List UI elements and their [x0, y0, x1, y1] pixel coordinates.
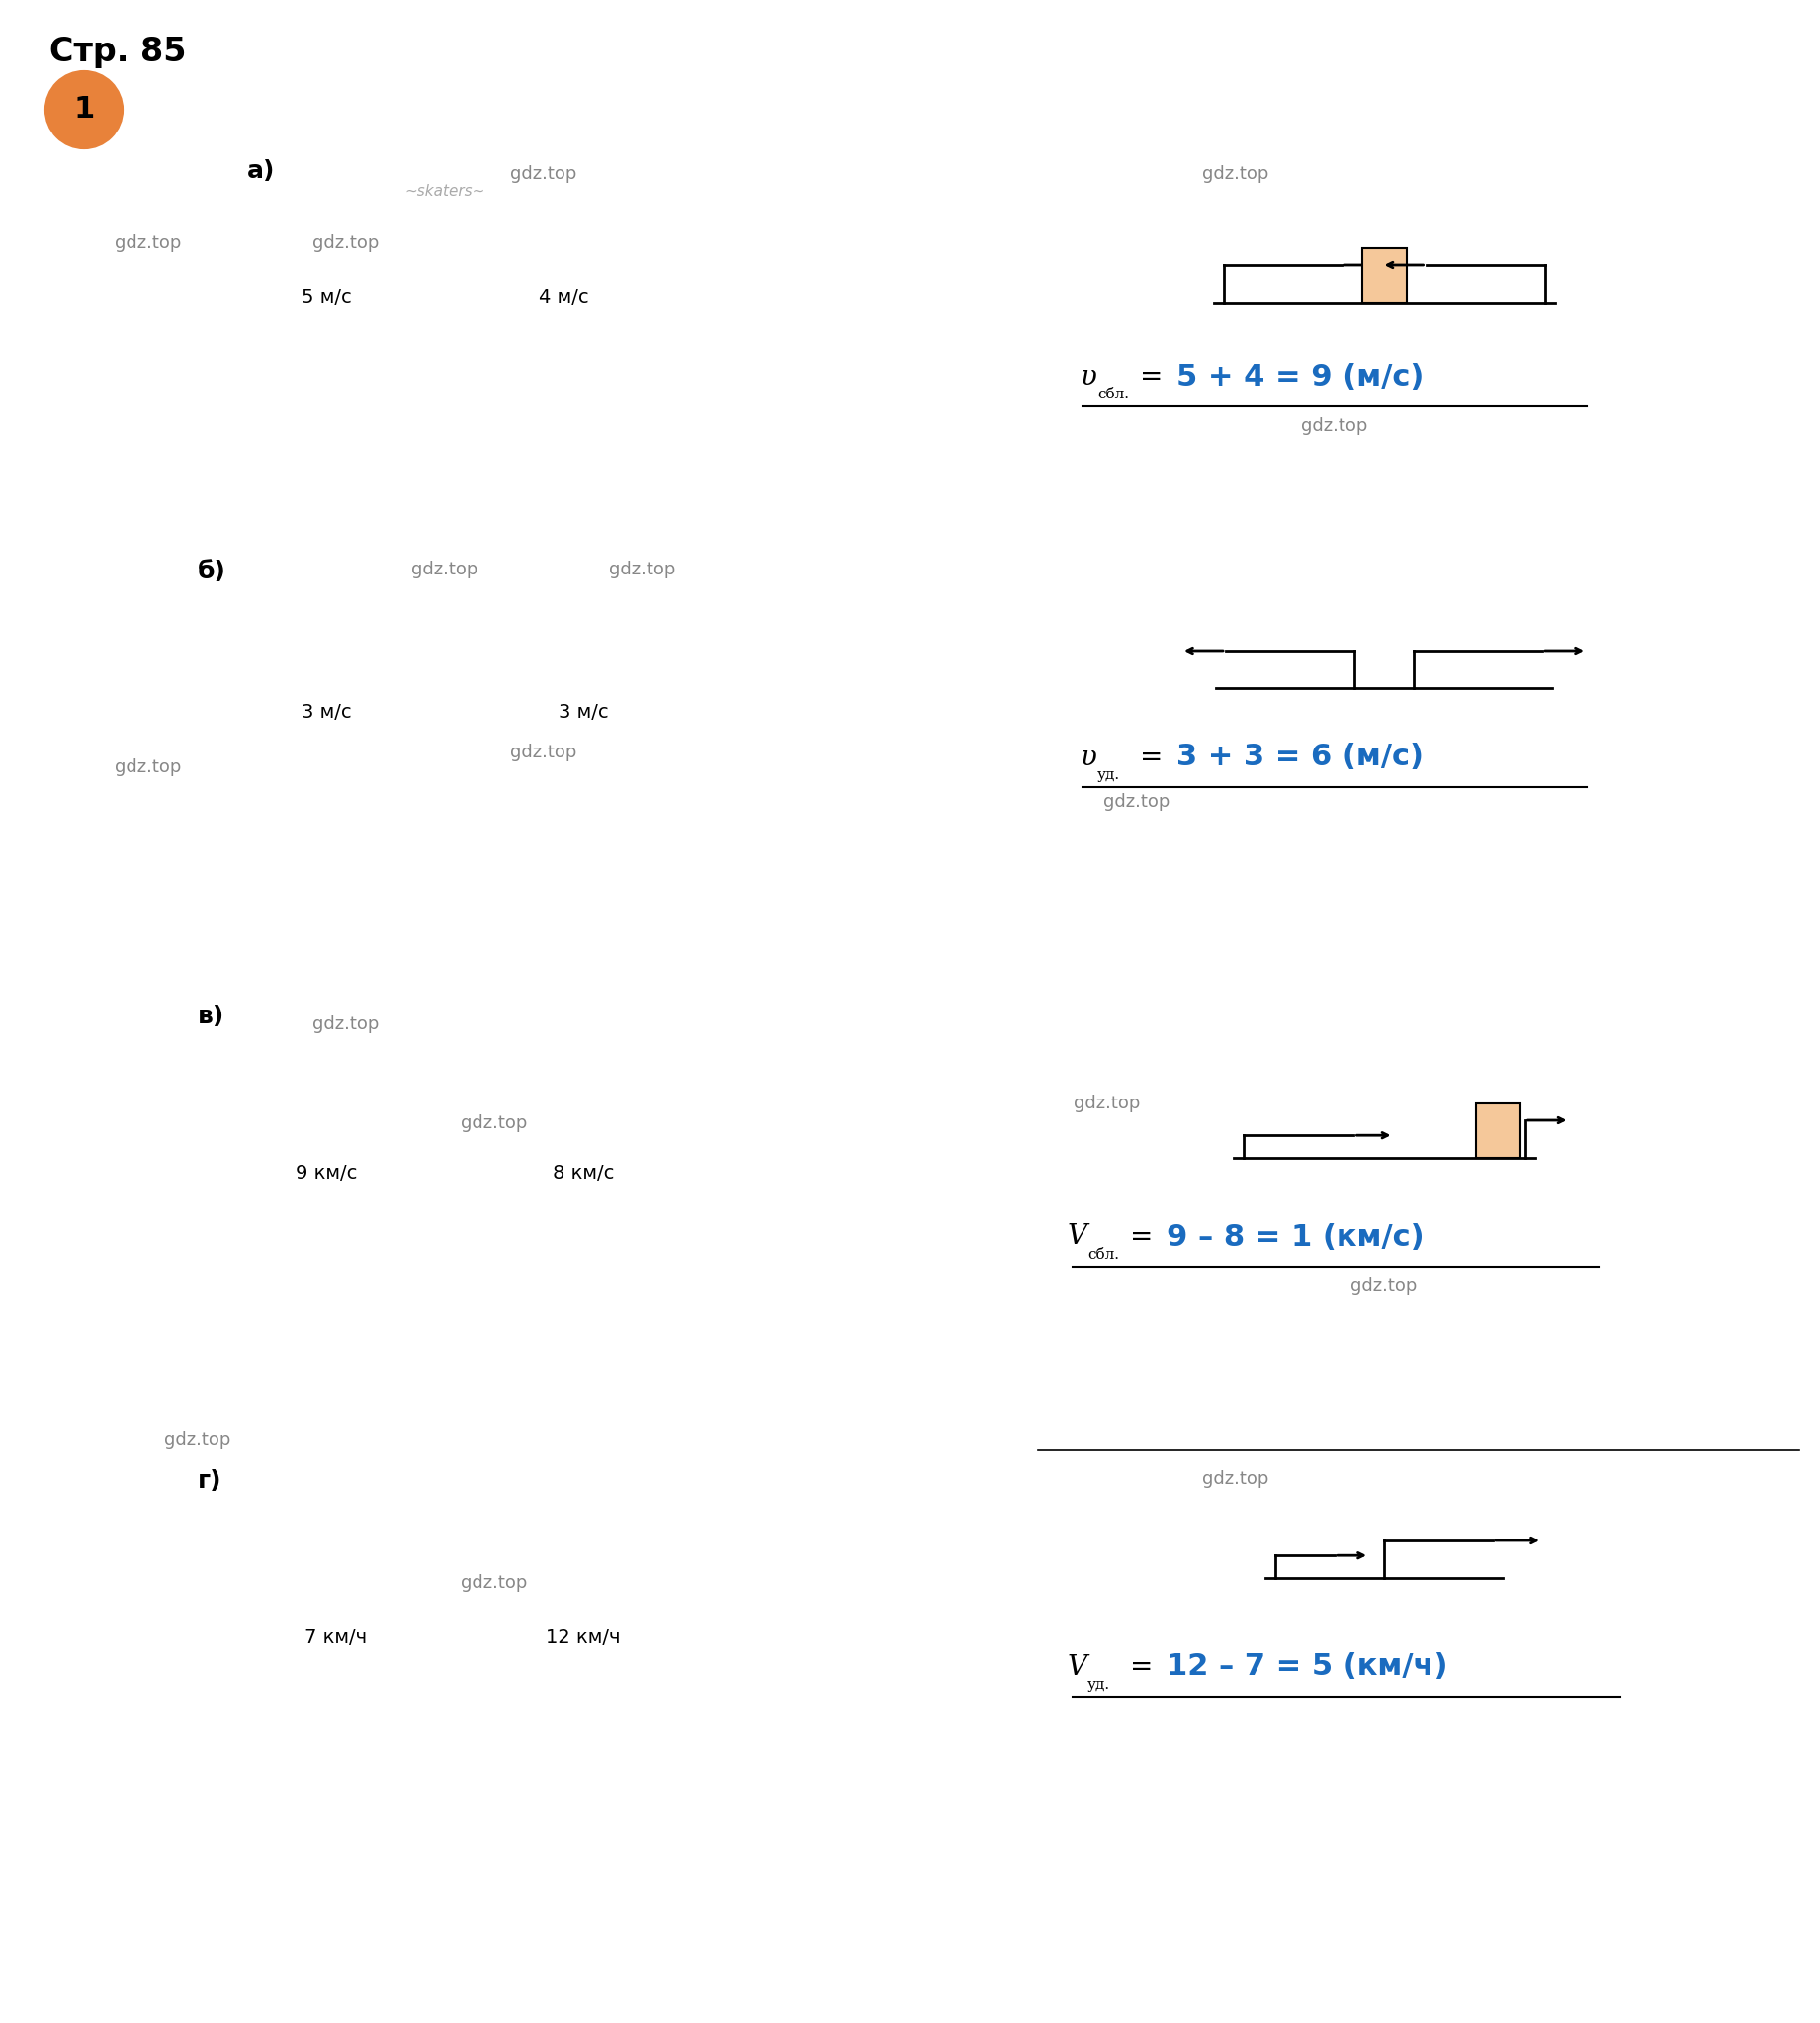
- Text: 3 м/с: 3 м/с: [302, 704, 351, 722]
- Text: 4 м/с: 4 м/с: [539, 287, 588, 307]
- Text: υ: υ: [1081, 744, 1097, 771]
- Text: 8 км/с: 8 км/с: [553, 1163, 613, 1181]
- Text: gdz.top: gdz.top: [313, 1016, 379, 1034]
- Text: 1: 1: [73, 95, 95, 123]
- Text: gdz.top: gdz.top: [1203, 1471, 1269, 1489]
- Text: уд.: уд.: [1097, 769, 1119, 783]
- Text: V: V: [1068, 1653, 1088, 1681]
- Text: 3 + 3 = 6 (м/с): 3 + 3 = 6 (м/с): [1176, 742, 1423, 771]
- Text: 9 км/с: 9 км/с: [295, 1163, 357, 1181]
- Text: V: V: [1068, 1224, 1088, 1250]
- Text: сбл.: сбл.: [1097, 388, 1128, 401]
- Text: gdz.top: gdz.top: [1074, 1094, 1141, 1113]
- Text: gdz.top: gdz.top: [411, 560, 479, 579]
- Text: 7 км/ч: 7 км/ч: [306, 1629, 368, 1647]
- Circle shape: [49, 75, 118, 144]
- Text: 12 км/ч: 12 км/ч: [546, 1629, 621, 1647]
- Text: gdz.top: gdz.top: [1350, 1277, 1418, 1295]
- Text: gdz.top: gdz.top: [510, 166, 577, 182]
- Text: =: =: [1139, 744, 1163, 771]
- Text: =: =: [1130, 1653, 1154, 1681]
- Text: 3 м/с: 3 м/с: [559, 704, 608, 722]
- Text: 9 – 8 = 1 (км/с): 9 – 8 = 1 (км/с): [1167, 1222, 1425, 1252]
- Text: а): а): [248, 160, 275, 182]
- Text: gdz.top: gdz.top: [610, 560, 675, 579]
- Text: ~skaters~: ~skaters~: [404, 184, 486, 198]
- Text: gdz.top: gdz.top: [1301, 417, 1369, 435]
- Text: 5 м/с: 5 м/с: [300, 287, 351, 307]
- Text: gdz.top: gdz.top: [460, 1574, 528, 1592]
- Text: gdz.top: gdz.top: [510, 744, 577, 761]
- Text: г): г): [198, 1469, 222, 1493]
- Text: уд.: уд.: [1088, 1677, 1110, 1691]
- Text: в): в): [198, 1005, 224, 1028]
- Circle shape: [47, 73, 122, 148]
- Text: gdz.top: gdz.top: [1103, 793, 1170, 811]
- Text: 5 + 4 = 9 (м/с): 5 + 4 = 9 (м/с): [1176, 362, 1423, 390]
- Text: gdz.top: gdz.top: [115, 759, 182, 777]
- Bar: [1476, 1103, 1520, 1157]
- Text: gdz.top: gdz.top: [1203, 166, 1269, 182]
- Text: сбл.: сбл.: [1088, 1248, 1119, 1262]
- Bar: [1361, 249, 1407, 303]
- Text: υ: υ: [1081, 364, 1097, 390]
- Text: б): б): [198, 560, 226, 583]
- Text: gdz.top: gdz.top: [313, 235, 379, 253]
- Text: gdz.top: gdz.top: [164, 1430, 231, 1448]
- Text: 12 – 7 = 5 (км/ч): 12 – 7 = 5 (км/ч): [1167, 1653, 1447, 1681]
- Text: =: =: [1139, 362, 1163, 390]
- Text: =: =: [1130, 1224, 1154, 1250]
- Text: gdz.top: gdz.top: [460, 1115, 528, 1133]
- Text: gdz.top: gdz.top: [115, 235, 182, 253]
- Text: Стр. 85: Стр. 85: [49, 36, 186, 69]
